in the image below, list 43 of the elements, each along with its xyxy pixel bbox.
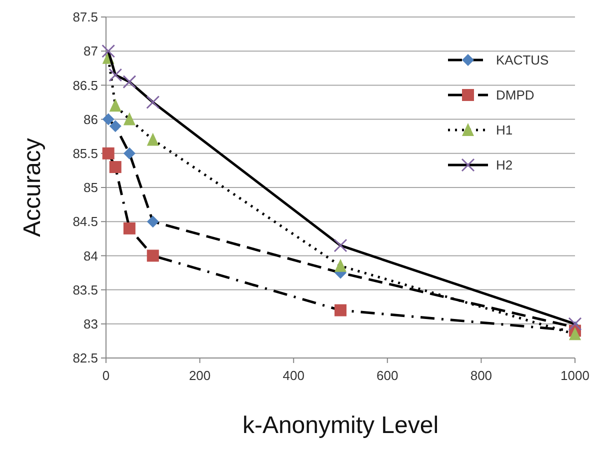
- y-tick-label: 84: [84, 248, 98, 264]
- y-tick-label: 85.5: [72, 146, 98, 161]
- x-axis-title: k-Anonymity Level: [242, 412, 439, 439]
- legend-label: H2: [496, 158, 513, 173]
- x-tick-label: 200: [188, 368, 211, 383]
- point: [102, 113, 114, 126]
- y-tick-label: 83.5: [72, 282, 98, 298]
- y-tick-label: 87: [84, 44, 98, 59]
- point: [146, 132, 159, 146]
- point: [569, 327, 581, 340]
- point: [108, 68, 122, 82]
- legend-label: DMPD: [496, 88, 534, 103]
- point: [568, 317, 582, 331]
- y-tick-label: 83: [84, 316, 98, 332]
- point: [334, 258, 346, 272]
- y-axis-title: Accuracy: [19, 138, 46, 237]
- point: [109, 98, 122, 112]
- point: [123, 222, 136, 234]
- point: [146, 96, 160, 109]
- point: [123, 112, 136, 126]
- y-tick-label: 87.5: [72, 10, 98, 25]
- point: [334, 304, 346, 316]
- y-tick-label: 84.5: [72, 214, 98, 230]
- point: [102, 147, 114, 160]
- point: [334, 238, 348, 252]
- y-tick-label: 85: [84, 180, 98, 196]
- legend-label: H1: [496, 122, 513, 138]
- point: [123, 147, 136, 160]
- point: [146, 250, 159, 262]
- x-tick-label: 600: [376, 368, 398, 383]
- y-tick-label: 86.5: [72, 78, 98, 93]
- y-tick-label: 82.5: [72, 350, 98, 366]
- legend-label: KACTUS: [496, 52, 550, 68]
- x-tick-label: 800: [470, 368, 492, 383]
- point: [109, 161, 122, 174]
- x-tick-label: 1000: [560, 368, 590, 383]
- point: [146, 216, 159, 228]
- x-tick-label: 0: [102, 368, 110, 383]
- x-tick-label: 400: [282, 368, 304, 383]
- point: [102, 44, 116, 58]
- point: [109, 120, 122, 132]
- point: [122, 75, 136, 89]
- y-tick-label: 86: [84, 112, 98, 127]
